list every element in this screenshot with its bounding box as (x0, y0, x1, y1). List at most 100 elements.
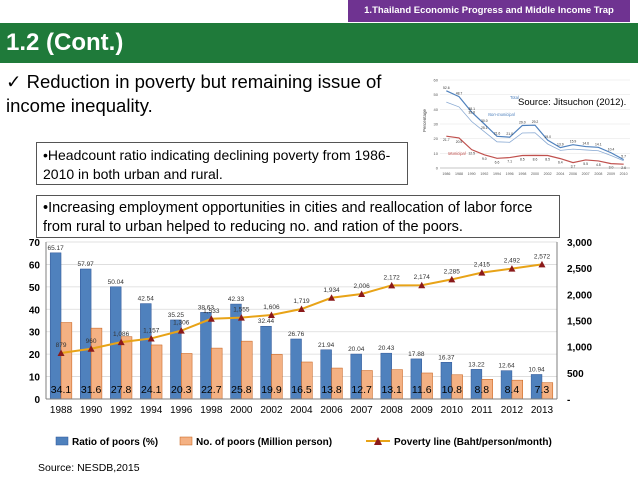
poverty-line-value-label: 2,006 (353, 283, 370, 290)
ratio-value-label: 13.22 (468, 361, 485, 368)
poors-count-label: 13.8 (321, 384, 342, 396)
ratio-bar (49, 252, 62, 400)
left-axis-tick: 60 (29, 260, 41, 271)
inset-total-value: 35.8 (468, 110, 475, 114)
poors-count-label: 31.6 (81, 384, 102, 396)
inset-x-tick: 1992 (480, 172, 488, 176)
inset-x-tick: 2007 (582, 172, 590, 176)
inset-x-ticks: 1986 1988 1990 1992 1994 1996 1998 2000 2002 2004… (442, 172, 627, 176)
right-axis-tick: 3,000 (567, 238, 592, 249)
inset-lines (446, 90, 624, 165)
left-axis-tick: 10 (29, 373, 41, 384)
right-axis-tick: 1,000 (567, 343, 592, 354)
x-axis-tick: 2011 (471, 405, 493, 416)
inset-x-tick: 2009 (607, 172, 615, 176)
legend-ratio-swatch (55, 436, 69, 446)
poverty-line-marker (328, 294, 336, 301)
ratio-value-label: 21.94 (318, 342, 335, 349)
inset-mun-value: 12.5 (468, 152, 475, 156)
inset-mun-value: 4.8 (596, 163, 601, 167)
inset-nonmun-value: 14.1 (595, 142, 602, 146)
x-axis-tick: 1994 (140, 405, 163, 416)
inset-x-tick: 2006 (569, 172, 577, 176)
x-axis-tick: 2002 (260, 405, 283, 416)
inset-nonmun-value: 13.9 (557, 143, 564, 147)
legend-line-label: Poverty line (Baht/person/month) (394, 437, 552, 448)
poverty-line-marker (87, 345, 95, 352)
inset-mun-value: 20.5 (456, 140, 463, 144)
inset-nonmun-value: 15.9 (570, 140, 577, 144)
main-point: ✓ Reduction in poverty but remaining iss… (6, 70, 406, 118)
inset-x-tick: 1994 (493, 172, 501, 176)
slide-title: 1.2 (Cont.) (6, 29, 124, 56)
right-axis-tick: 2,000 (567, 290, 592, 301)
inset-nonmun-value: 10.4 (608, 148, 615, 152)
inset-x-tick: 2002 (544, 172, 552, 176)
inset-mun-value: 5.5 (583, 162, 588, 166)
x-axis-tick: 2006 (320, 405, 343, 416)
poverty-line-marker (538, 260, 546, 268)
chart-data-labels: 65.17 34.1 57.97 31.6 50.04 27.8 42.54 24.1 35.2… (47, 245, 550, 396)
inset-label-mun: Municipal (448, 151, 467, 156)
inset-x-tick: 2008 (594, 172, 602, 176)
poverty-line-marker (298, 305, 305, 313)
inset-y-tick: 30 (434, 122, 439, 127)
ratio-value-label: 57.97 (78, 261, 95, 268)
x-axis-tick: 2007 (350, 405, 373, 416)
inset-nonmun-value: 19.0 (544, 135, 551, 139)
poors-count-label: 7.3 (535, 384, 550, 396)
inset-labels: 52.6 48.7 38.1 30.0 21.6 21.0 29.0 29.2 19.0 13.9… (443, 86, 626, 170)
x-axis-tick: 2008 (381, 405, 404, 416)
poors-count-label: 25.8 (231, 384, 252, 396)
inset-y-tick: 60 (434, 78, 439, 83)
poverty-line-value-label: 1,157 (143, 327, 160, 334)
ratio-value-label: 17.88 (408, 351, 425, 358)
poverty-line-value-label: 1,719 (293, 298, 310, 305)
ratio-value-label: 10.94 (528, 366, 545, 373)
left-axis-tick: 0 (34, 395, 40, 406)
inset-y-label: Percentage (422, 108, 427, 132)
inset-mun-value: 8.6 (533, 157, 538, 161)
poors-count-label: 8.4 (505, 384, 520, 396)
poverty-line-value-label: 960 (86, 338, 97, 345)
x-axis-tick: 1998 (200, 405, 223, 416)
poverty-line-marker (147, 334, 155, 342)
x-axis-tick: 1988 (50, 405, 73, 416)
inset-x-tick: 1990 (468, 172, 476, 176)
legend-count-swatch (179, 436, 193, 446)
poverty-line-marker (388, 281, 396, 289)
inset-mun-value: 8.5 (520, 158, 525, 162)
left-axis-tick: 50 (29, 283, 41, 294)
left-axis-tick: 30 (29, 328, 41, 339)
inset-nonmun-value: 21.6 (494, 131, 501, 135)
legend-line-marker (374, 437, 382, 445)
inset-nonmun-value: 5.7 (621, 155, 626, 159)
poverty-line-marker (418, 281, 426, 289)
ratio-value-label: 42.33 (228, 296, 245, 303)
inset-nonmun-value: 29.2 (532, 120, 539, 124)
poors-count-label: 19.9 (261, 384, 282, 396)
inset-y-tick: 50 (434, 92, 439, 97)
poverty-line-value-label: 1,934 (323, 287, 340, 294)
poverty-line-marker (358, 290, 366, 298)
chart-bars (49, 252, 554, 400)
poverty-line-value-label: 879 (56, 342, 67, 349)
poverty-line-marker (267, 311, 275, 318)
poverty-line-value-label: 2,415 (474, 262, 491, 269)
ratio-value-label: 65.17 (47, 245, 64, 252)
inset-x-tick: 2004 (556, 172, 564, 176)
right-axis-tick: 2,500 (567, 264, 592, 275)
left-axis-tick: 70 (29, 238, 41, 249)
inset-mun-value: 6.4 (558, 161, 563, 165)
inset-mun-value: 2.6 (621, 166, 626, 170)
poverty-line-value-label: 2,285 (444, 268, 461, 275)
inset-x-tick: 1998 (518, 172, 526, 176)
poverty-line-marker (448, 275, 456, 283)
inset-y-tick: 0 (436, 166, 439, 171)
inset-y-ticks: 60 50 40 30 20 10 0 (434, 78, 439, 171)
poverty-line-series (57, 260, 546, 356)
poors-count-label: 10.8 (442, 384, 463, 396)
poors-count-label: 20.3 (171, 384, 192, 396)
checkmark-icon: ✓ (6, 71, 22, 92)
